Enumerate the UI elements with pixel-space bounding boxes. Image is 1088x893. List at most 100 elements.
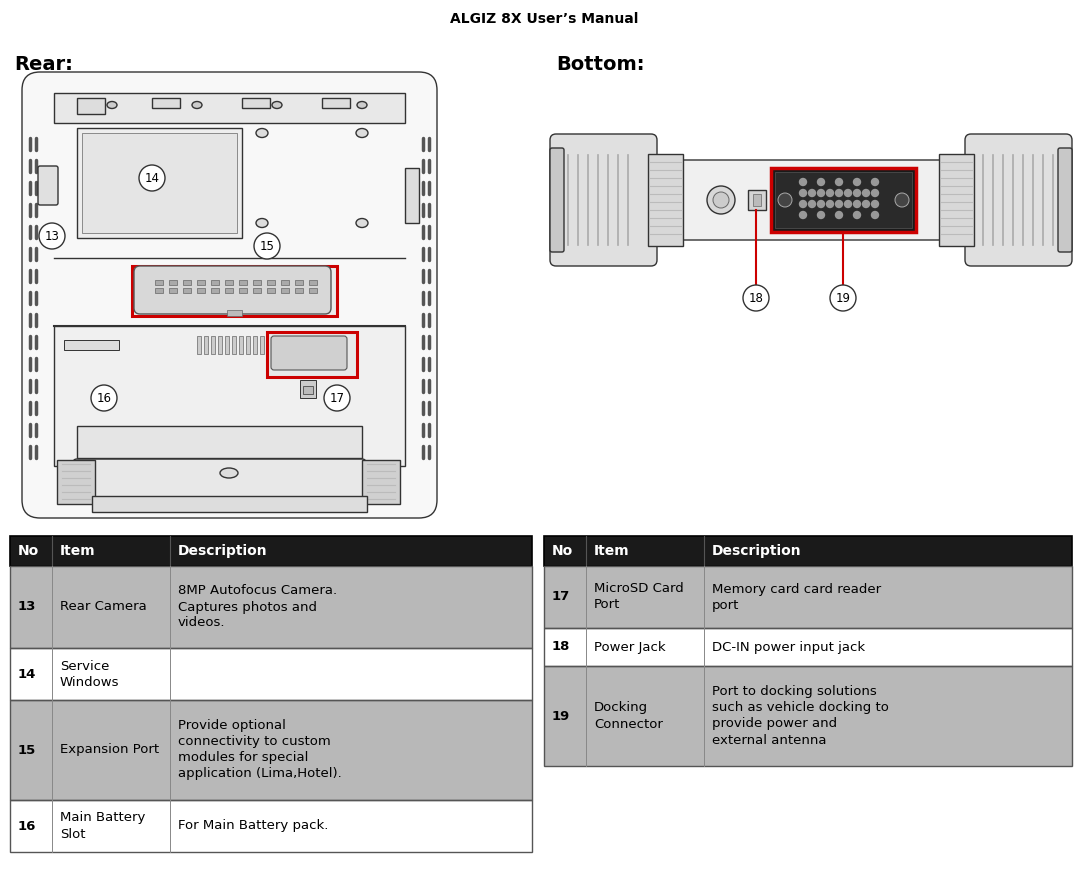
Circle shape [743,285,769,311]
Circle shape [817,189,825,196]
Bar [10,536,532,566]
Text: modules for special: modules for special [178,752,308,764]
Bar [225,288,233,293]
FancyBboxPatch shape [134,266,331,314]
Text: Item: Item [60,544,96,558]
Bar [82,133,237,233]
Bar [77,426,362,458]
Bar [267,332,357,377]
FancyBboxPatch shape [38,166,58,205]
Circle shape [853,201,861,207]
Text: Docking: Docking [594,702,648,714]
Text: 14: 14 [18,667,36,680]
Text: Windows: Windows [60,675,120,689]
Text: Item: Item [594,544,630,558]
Ellipse shape [356,129,368,138]
Circle shape [863,189,869,196]
Text: connectivity to custom: connectivity to custom [178,736,331,748]
Bar [260,336,264,354]
Bar [322,98,350,108]
Bar [225,280,233,285]
Bar [132,266,337,316]
Text: Bottom:: Bottom: [556,55,644,74]
Bar [77,98,106,114]
Bar [10,700,532,800]
Bar [10,700,532,800]
Bar [92,496,367,512]
Circle shape [853,189,861,196]
Circle shape [827,201,833,207]
Bar [169,288,177,293]
Text: videos.: videos. [178,616,225,630]
Bar [544,536,1072,566]
Text: Expansion Port: Expansion Port [60,744,159,756]
Text: Power Jack: Power Jack [594,640,666,654]
Circle shape [836,212,842,219]
Text: Provide optional: Provide optional [178,720,286,732]
Text: 8MP Autofocus Camera.: 8MP Autofocus Camera. [178,585,337,597]
Bar [749,190,766,210]
Text: Description: Description [712,544,802,558]
Bar [302,386,313,394]
Circle shape [827,189,833,196]
Bar [267,288,275,293]
Ellipse shape [220,468,238,478]
Bar [10,800,532,852]
Bar [10,536,532,566]
Bar [309,288,317,293]
Bar [64,340,119,350]
Circle shape [863,201,869,207]
Bar [197,280,205,285]
FancyBboxPatch shape [629,160,993,240]
Bar [54,93,405,123]
Circle shape [871,179,878,186]
FancyBboxPatch shape [22,72,437,518]
Bar [544,628,1072,666]
FancyBboxPatch shape [551,134,657,266]
Circle shape [844,201,852,207]
Bar [544,666,1072,766]
Bar [225,336,228,354]
Bar [211,336,215,354]
Bar [10,566,532,648]
Bar [205,336,208,354]
Circle shape [817,212,825,219]
Text: Description: Description [178,544,268,558]
Circle shape [871,212,878,219]
Bar [300,380,316,398]
Circle shape [800,189,806,196]
Circle shape [324,385,350,411]
Circle shape [817,201,825,207]
Text: Rear:: Rear: [14,55,73,74]
Ellipse shape [357,102,367,109]
Circle shape [853,212,861,219]
Text: 18: 18 [749,291,764,305]
Bar [544,666,1072,766]
Circle shape [836,189,842,196]
Bar [246,336,250,354]
Text: 16: 16 [97,391,111,405]
Bar [10,648,532,700]
Text: ALGIZ 8X User’s Manual: ALGIZ 8X User’s Manual [449,12,639,26]
Bar [775,172,912,228]
Ellipse shape [107,102,118,109]
Circle shape [871,189,878,196]
Text: MicroSD Card: MicroSD Card [594,582,683,596]
FancyBboxPatch shape [551,148,564,252]
Bar [753,194,761,206]
Circle shape [817,179,825,186]
Bar [771,168,916,232]
Bar [211,280,219,285]
Bar [939,154,974,246]
Text: 15: 15 [18,744,36,756]
Circle shape [800,201,806,207]
Bar [295,280,302,285]
Text: application (Lima,Hotel).: application (Lima,Hotel). [178,767,342,780]
Ellipse shape [256,219,268,228]
Bar [169,280,177,285]
Circle shape [778,193,792,207]
Text: No: No [18,544,39,558]
FancyBboxPatch shape [271,336,347,370]
Bar [242,98,270,108]
Bar [10,648,532,700]
